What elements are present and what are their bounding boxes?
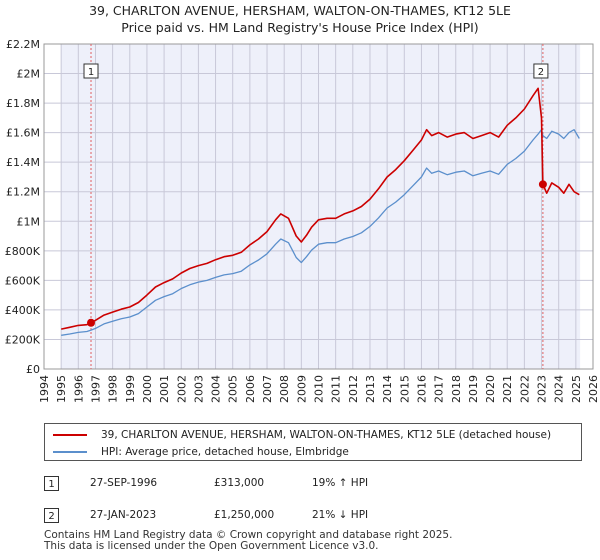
x-tick-label: 2024 bbox=[553, 375, 566, 403]
hpi-line bbox=[61, 129, 580, 336]
sale-point bbox=[87, 318, 96, 327]
x-tick-label: 2009 bbox=[295, 375, 308, 403]
property-price-line bbox=[61, 87, 580, 330]
x-tick-label: 1996 bbox=[72, 375, 85, 403]
sale-label-box bbox=[83, 63, 99, 79]
chart-title: 39, CHARLTON AVENUE, HERSHAM, WALTON-ON-… bbox=[0, 2, 600, 36]
y-tick-label: £1M bbox=[17, 215, 41, 228]
chart-title-line2: Price paid vs. HM Land Registry's House … bbox=[121, 20, 479, 35]
sale-badge: 1 bbox=[44, 476, 59, 491]
sale-point bbox=[538, 180, 547, 189]
legend-item-property: 39, CHARLTON AVENUE, HERSHAM, WALTON-ON-… bbox=[53, 427, 551, 443]
plot-frame bbox=[43, 43, 594, 370]
x-tick-label: 2019 bbox=[467, 375, 480, 403]
x-tick-label: 2006 bbox=[244, 375, 257, 403]
y-tick-label: £800K bbox=[5, 245, 41, 258]
footer-line2: This data is licensed under the Open Gov… bbox=[44, 540, 379, 552]
x-tick-label: 2012 bbox=[347, 375, 360, 403]
x-tick-label: 1997 bbox=[89, 375, 102, 403]
legend-hpi-label: HPI: Average price, detached house, Elmb… bbox=[101, 446, 349, 458]
x-tick-label: 2000 bbox=[141, 375, 154, 403]
sales-table: 1 27-SEP-1996 £313,000 19% ↑ HPI 2 27-JA… bbox=[44, 474, 584, 538]
sale-date: 27-SEP-1996 bbox=[90, 477, 158, 489]
x-tick-label: 2013 bbox=[364, 375, 377, 403]
chart-title-line1: 39, CHARLTON AVENUE, HERSHAM, WALTON-ON-… bbox=[89, 3, 511, 18]
sale-label-text: 2 bbox=[538, 67, 544, 78]
x-tick-label: 2015 bbox=[398, 375, 411, 403]
x-tick-label: 2005 bbox=[227, 375, 240, 403]
sale-hpi-change: 21% ↓ HPI bbox=[312, 509, 369, 521]
sale-label-text: 1 bbox=[88, 67, 94, 78]
y-tick-label: £2M bbox=[17, 68, 41, 81]
x-tick-label: 2018 bbox=[450, 375, 463, 403]
sale-row: 1 27-SEP-1996 £313,000 19% ↑ HPI bbox=[44, 474, 584, 506]
property-line-swatch bbox=[53, 434, 87, 436]
y-tick-label: £200K bbox=[5, 333, 41, 346]
sale-date: 27-JAN-2023 bbox=[90, 509, 157, 521]
x-tick-label: 1995 bbox=[55, 375, 68, 403]
sale-badge: 2 bbox=[44, 508, 59, 523]
x-tick-label: 1994 bbox=[38, 375, 51, 403]
y-tick-label: £2.2M bbox=[6, 38, 40, 51]
x-tick-label: 2026 bbox=[587, 375, 600, 403]
legend-item-hpi: HPI: Average price, detached house, Elmb… bbox=[53, 444, 349, 460]
sale-hpi-change: 19% ↑ HPI bbox=[312, 477, 369, 489]
hpi-line-swatch bbox=[53, 451, 87, 453]
chart-legend: 39, CHARLTON AVENUE, HERSHAM, WALTON-ON-… bbox=[44, 423, 582, 461]
y-tick-label: £0 bbox=[26, 363, 40, 376]
y-tick-label: £600K bbox=[5, 274, 41, 287]
x-tick-label: 2021 bbox=[501, 375, 514, 403]
y-tick-label: £400K bbox=[5, 304, 41, 317]
sale-price: £313,000 bbox=[214, 477, 265, 489]
y-tick-label: £1.8M bbox=[6, 97, 40, 110]
x-tick-label: 2007 bbox=[261, 375, 274, 403]
x-tick-label: 1999 bbox=[124, 375, 137, 403]
sale-row: 2 27-JAN-2023 £1,250,000 21% ↓ HPI bbox=[44, 506, 584, 538]
y-tick-label: £1.2M bbox=[6, 186, 40, 199]
x-tick-label: 2025 bbox=[570, 375, 583, 403]
x-tick-label: 2017 bbox=[433, 375, 446, 403]
x-tick-label: 2020 bbox=[484, 375, 497, 403]
y-tick-label: £1.4M bbox=[6, 156, 40, 169]
x-tick-label: 2002 bbox=[175, 375, 188, 403]
footer-line1: Contains HM Land Registry data © Crown c… bbox=[44, 529, 453, 541]
sale-label-box bbox=[533, 63, 549, 79]
x-tick-label: 2008 bbox=[278, 375, 291, 403]
x-tick-label: 2004 bbox=[210, 375, 223, 403]
x-tick-label: 2003 bbox=[192, 375, 205, 403]
y-tick-label: £1.6M bbox=[6, 127, 40, 140]
price-chart: £0 £200K £400K £600K £800K £1M £1.2M £1.4M £1.6M… bbox=[5, 38, 600, 403]
x-tick-label: 2001 bbox=[158, 375, 171, 403]
x-tick-label: 2010 bbox=[313, 375, 326, 403]
x-tick-label: 2011 bbox=[330, 375, 343, 403]
data-range-shade bbox=[61, 44, 581, 369]
x-tick-label: 2016 bbox=[415, 375, 428, 403]
x-tick-label: 2014 bbox=[381, 375, 394, 403]
x-tick-label: 2023 bbox=[536, 375, 549, 403]
x-tick-label: 2022 bbox=[518, 375, 531, 403]
x-tick-label: 1998 bbox=[107, 375, 120, 403]
footer-attribution: Contains HM Land Registry data © Crown c… bbox=[44, 530, 584, 552]
legend-property-label: 39, CHARLTON AVENUE, HERSHAM, WALTON-ON-… bbox=[101, 429, 552, 441]
sale-price: £1,250,000 bbox=[214, 509, 275, 521]
